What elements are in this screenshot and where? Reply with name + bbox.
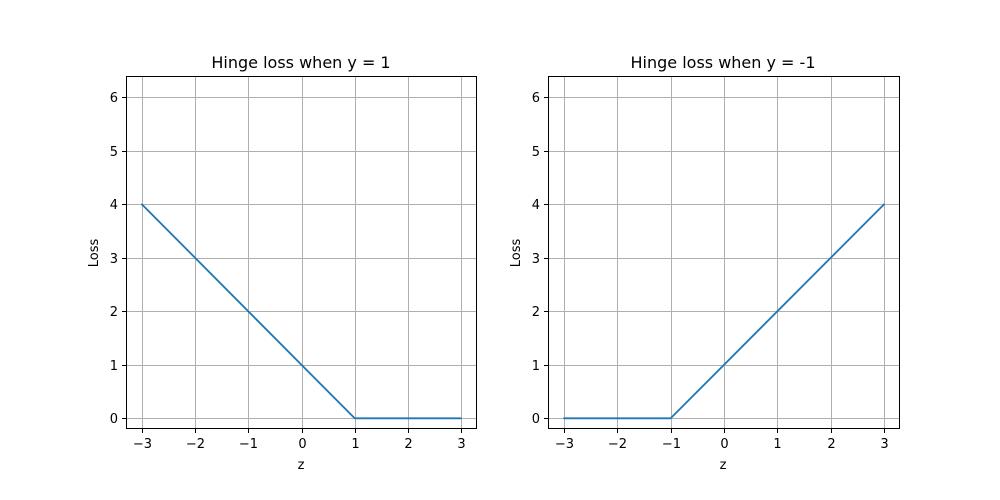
plot-frame — [126, 76, 477, 429]
x-tick-label: 1 — [351, 437, 359, 452]
plot-frame — [548, 76, 900, 429]
y-tick-label: 1 — [532, 359, 540, 374]
x-tick-label: 0 — [720, 437, 728, 452]
x-tick-label: −2 — [186, 437, 205, 452]
y-tick-label: 2 — [532, 305, 540, 320]
x-axis-label: z — [298, 458, 305, 473]
x-tick-label: 3 — [880, 437, 888, 452]
series-line — [141, 203, 462, 420]
x-tick-label: 2 — [404, 437, 412, 452]
y-tick-label: 4 — [532, 198, 540, 213]
x-tick-label: −3 — [133, 437, 152, 452]
x-axis-label: z — [720, 458, 727, 473]
x-tick-label: 0 — [298, 437, 306, 452]
chart-title: Hinge loss when y = 1 — [211, 53, 390, 72]
y-tick-label: 1 — [110, 359, 118, 374]
chart-title: Hinge loss when y = -1 — [631, 53, 816, 72]
y-tick-label: 5 — [110, 145, 118, 160]
x-tick-label: 3 — [457, 437, 465, 452]
chart-right: Hinge loss when y = -1 z Loss −3 −2 −1 0 1 2 3… — [509, 53, 900, 473]
y-tick-label: 5 — [532, 145, 540, 160]
y-tick-label: 4 — [110, 198, 118, 213]
x-tick-label: −1 — [239, 437, 258, 452]
y-tick-label: 2 — [110, 305, 118, 320]
x-tick-label: 1 — [773, 437, 781, 452]
y-tick-label: 0 — [532, 412, 540, 427]
y-tick-label: 6 — [532, 91, 540, 106]
y-tick-label: 3 — [532, 252, 540, 267]
y-axis-label: Loss — [87, 239, 102, 268]
chart-left: Hinge loss when y = 1 z Loss −3 −2 −1 0 1 2 3 0… — [87, 53, 477, 473]
plot-area: −3 −2 −1 0 1 2 3 0 1 2 3 4 5 6 — [110, 76, 477, 452]
y-tick-label: 6 — [110, 91, 118, 106]
y-axis-label: Loss — [509, 239, 524, 268]
series-line — [563, 203, 885, 420]
y-tick-label: 3 — [110, 252, 118, 267]
x-tick-label: −3 — [555, 437, 574, 452]
y-tick-label: 0 — [110, 412, 118, 427]
plot-area: −3 −2 −1 0 1 2 3 0 1 2 3 4 5 6 — [532, 76, 900, 452]
x-tick-label: −2 — [608, 437, 627, 452]
x-tick-label: −1 — [662, 437, 681, 452]
x-tick-label: 2 — [827, 437, 835, 452]
